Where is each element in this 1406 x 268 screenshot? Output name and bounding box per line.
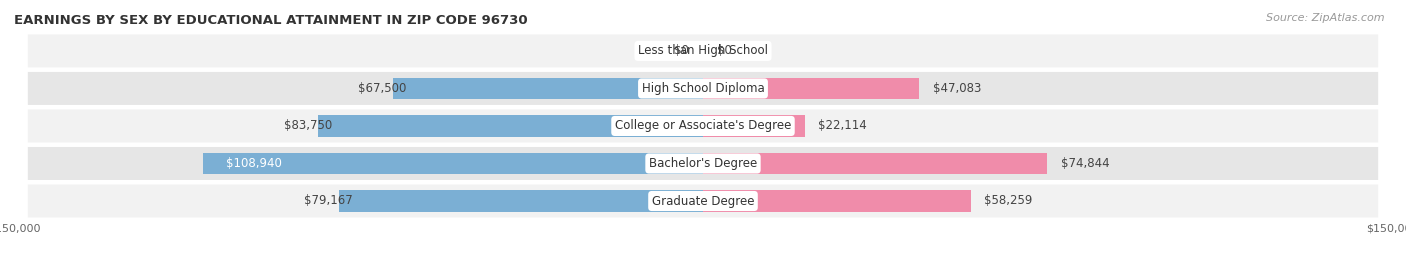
Bar [339, 190, 703, 212]
Text: $0: $0 [717, 44, 731, 57]
FancyBboxPatch shape [28, 184, 1378, 218]
Text: $58,259: $58,259 [984, 195, 1033, 207]
Bar [703, 115, 804, 137]
Text: $67,500: $67,500 [359, 82, 406, 95]
Text: $83,750: $83,750 [284, 120, 332, 132]
Bar [703, 77, 920, 99]
FancyBboxPatch shape [28, 109, 1378, 143]
Text: EARNINGS BY SEX BY EDUCATIONAL ATTAINMENT IN ZIP CODE 96730: EARNINGS BY SEX BY EDUCATIONAL ATTAINMEN… [14, 14, 527, 27]
Text: $79,167: $79,167 [305, 195, 353, 207]
Text: College or Associate's Degree: College or Associate's Degree [614, 120, 792, 132]
Bar [703, 152, 1046, 174]
FancyBboxPatch shape [28, 72, 1378, 105]
Text: Less than High School: Less than High School [638, 44, 768, 57]
Bar [202, 152, 703, 174]
Text: $47,083: $47,083 [934, 82, 981, 95]
Bar [318, 115, 703, 137]
FancyBboxPatch shape [28, 34, 1378, 68]
Text: Bachelor's Degree: Bachelor's Degree [650, 157, 756, 170]
Text: Source: ZipAtlas.com: Source: ZipAtlas.com [1267, 13, 1385, 23]
Text: High School Diploma: High School Diploma [641, 82, 765, 95]
Bar [392, 77, 703, 99]
Text: Graduate Degree: Graduate Degree [652, 195, 754, 207]
Text: $74,844: $74,844 [1060, 157, 1109, 170]
Text: $0: $0 [675, 44, 689, 57]
Text: $108,940: $108,940 [225, 157, 281, 170]
FancyBboxPatch shape [28, 147, 1378, 180]
Bar [703, 190, 970, 212]
Text: $22,114: $22,114 [818, 120, 868, 132]
